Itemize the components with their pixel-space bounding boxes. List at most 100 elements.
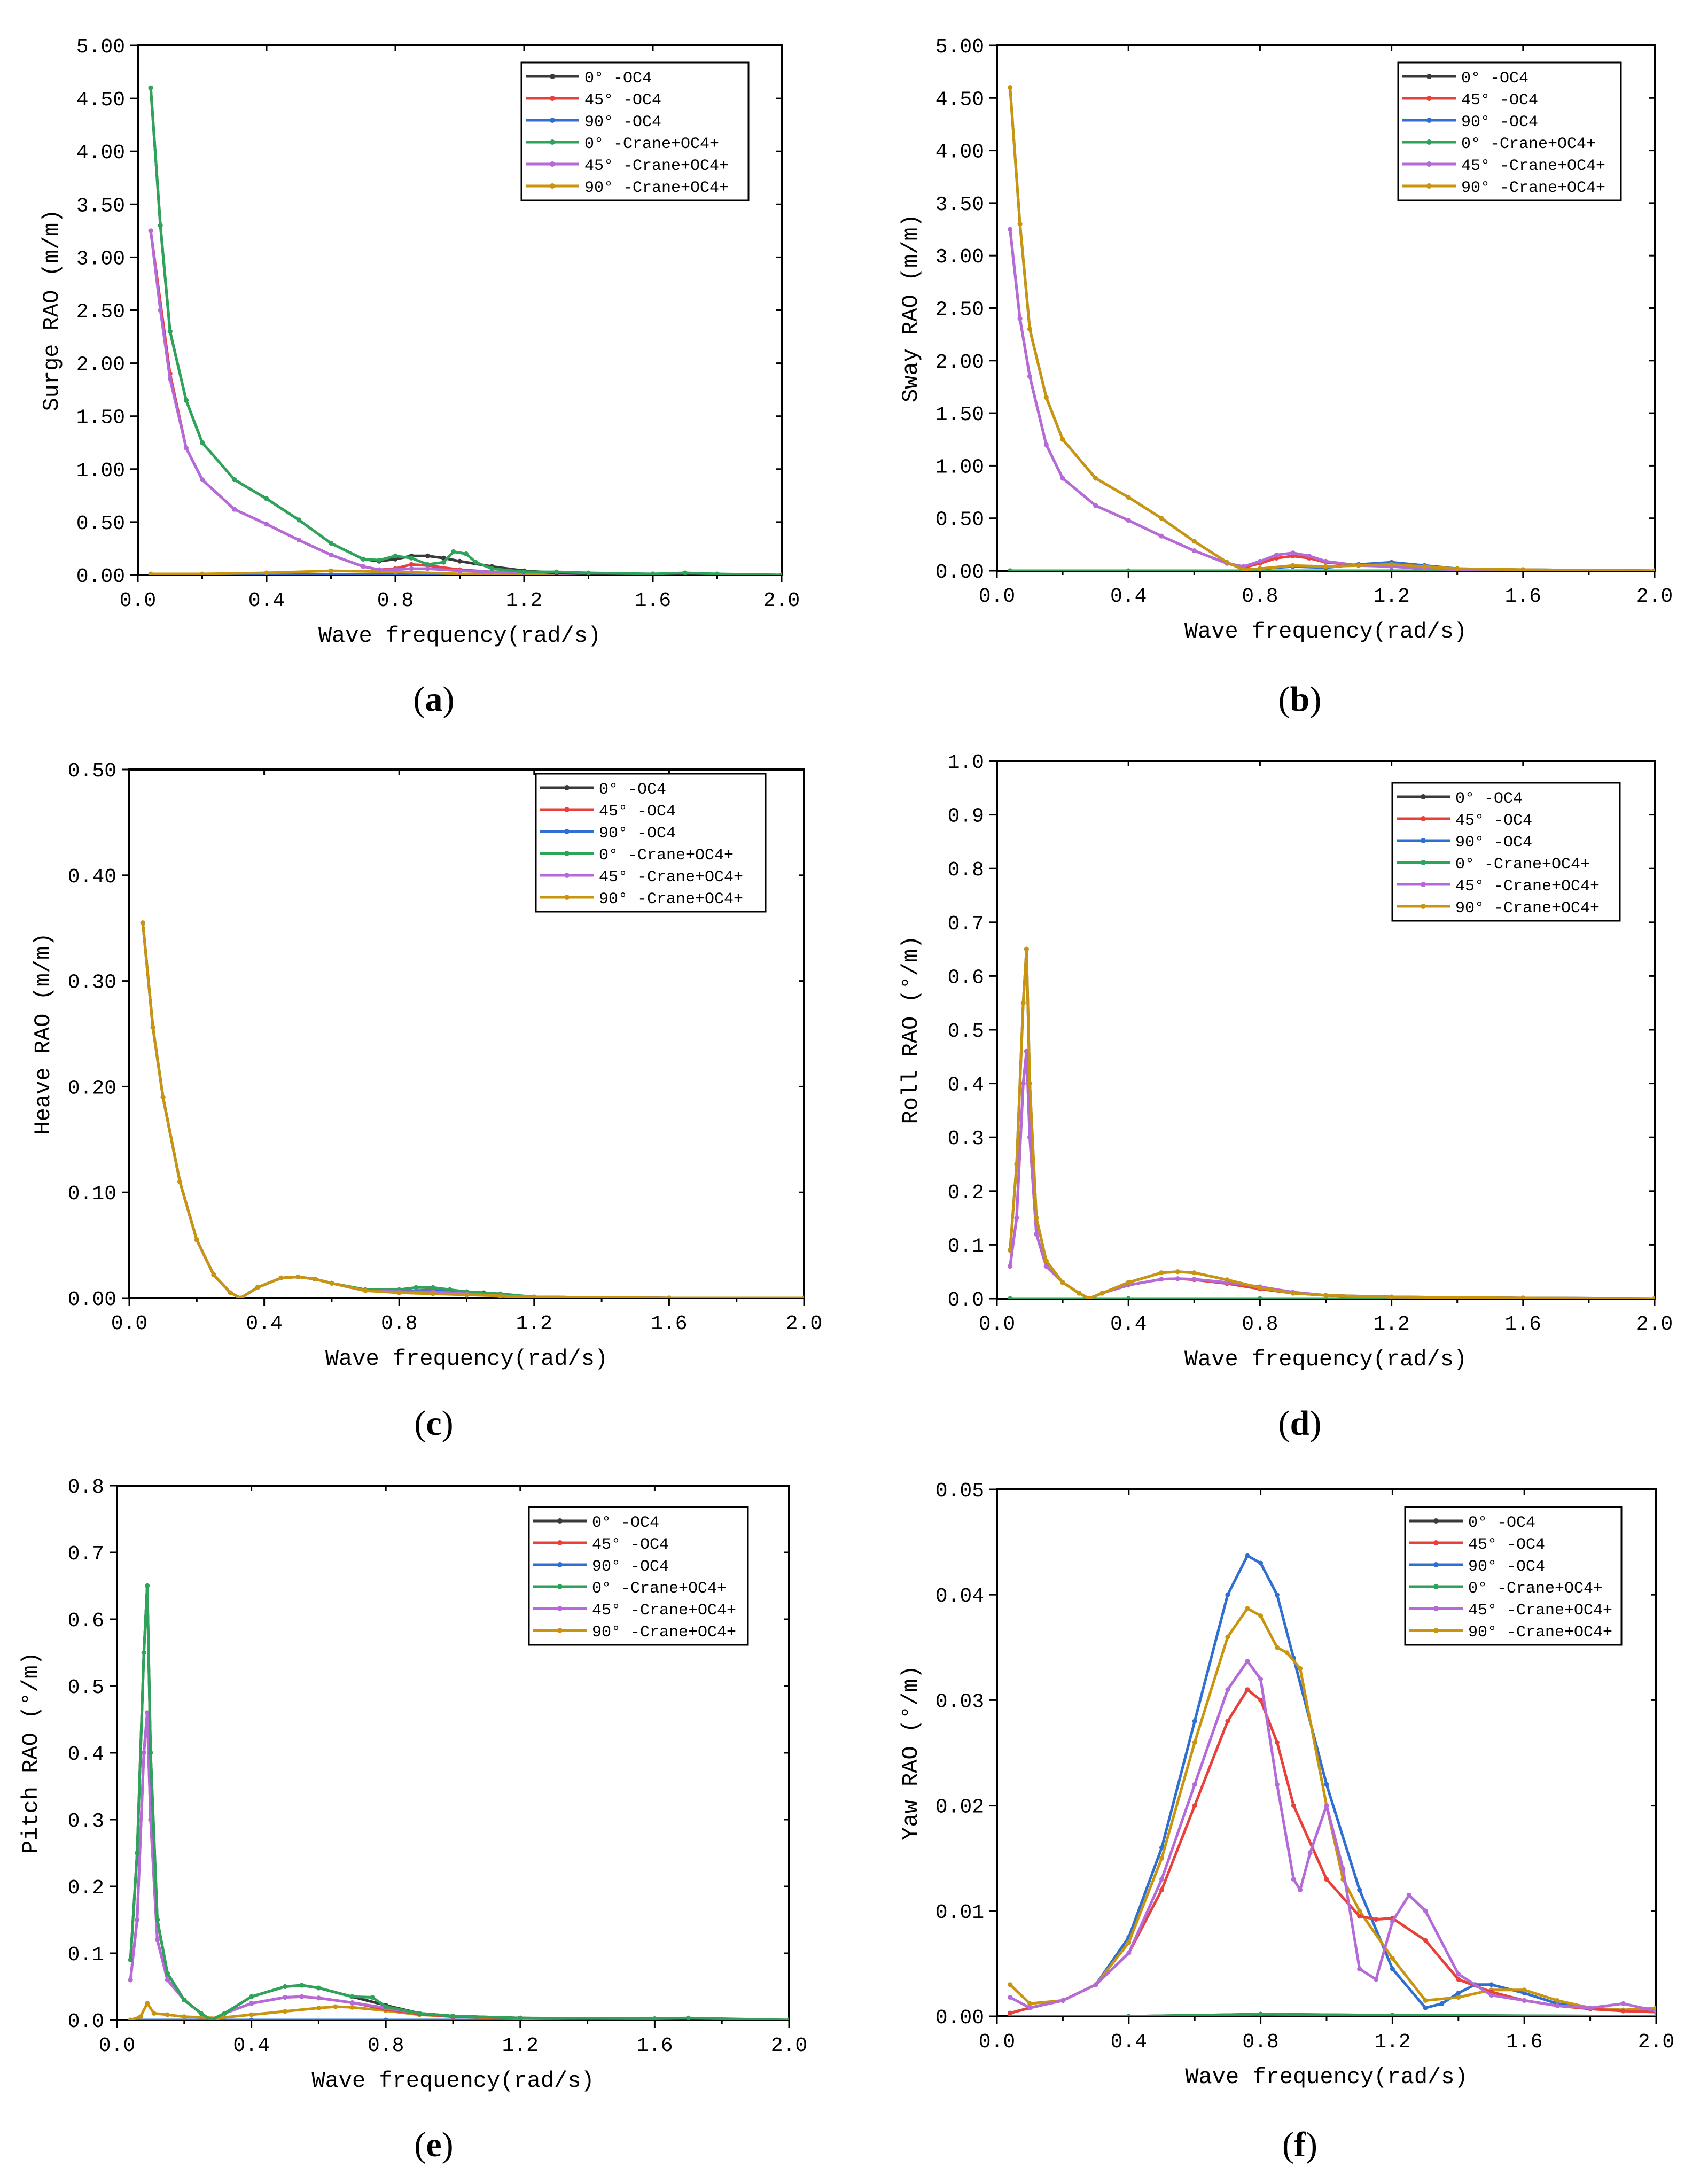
legend-label: 45° -Crane+OC4+ (1468, 1602, 1612, 1620)
data-point (652, 2016, 657, 2020)
y-axis-title: Pitch RAO (°/m) (18, 1652, 44, 1854)
data-point (1126, 1280, 1131, 1285)
legend-label: 0° -Crane+OC4+ (1455, 856, 1590, 874)
legend-marker (1433, 1540, 1439, 1545)
data-point (1093, 476, 1098, 481)
series-line (149, 86, 782, 575)
series-group (148, 85, 782, 575)
data-point (128, 2017, 133, 2020)
data-point (1020, 1000, 1026, 1006)
y-tick-label: 0.20 (68, 1077, 116, 1100)
y-tick-label: 0.7 (68, 1543, 104, 1566)
data-point (377, 557, 382, 563)
legend-marker (550, 74, 555, 79)
x-tick-label: 0.0 (979, 585, 1015, 608)
panel-label: (e) (414, 2125, 453, 2164)
data-point (383, 2004, 388, 2009)
data-point (1126, 1951, 1132, 1956)
data-point (1191, 1270, 1197, 1276)
data-point (264, 570, 269, 575)
legend-label: 90° -OC4 (584, 113, 661, 131)
panel-label-open: ( (414, 1404, 426, 1443)
data-point (430, 1291, 435, 1296)
data-point (228, 1290, 233, 1295)
data-point (1014, 1162, 1019, 1167)
y-tick-label: 0.2 (948, 1182, 984, 1205)
data-point (1027, 1135, 1032, 1140)
data-point (316, 2006, 321, 2010)
data-point (1245, 1606, 1250, 1611)
series-line (1009, 228, 1655, 571)
x-tick-label: 2.0 (1636, 1313, 1673, 1336)
y-tick-label: 0.6 (948, 966, 984, 989)
series-line (1009, 1688, 1656, 2015)
x-axis-title: Wave frequency(rad/s) (1184, 1347, 1467, 1372)
legend-box (520, 61, 750, 201)
panel-label-letter: b (1290, 680, 1310, 719)
data-point (177, 1179, 183, 1184)
data-point (361, 556, 366, 562)
data-point (1439, 2001, 1445, 2006)
data-point (165, 1971, 170, 1976)
data-point (1008, 1296, 1013, 1299)
data-point (1257, 1285, 1262, 1291)
data-point (145, 2001, 150, 2006)
series-line (1009, 947, 1655, 1299)
data-point (1257, 566, 1262, 571)
x-tick-label: 0.0 (111, 1312, 147, 1335)
x-tick-label: 0.8 (368, 2034, 404, 2057)
panel-label-close: ) (1309, 680, 1321, 719)
data-point (1258, 1560, 1264, 1566)
data-point (1225, 560, 1230, 565)
panel-label-open: ( (1278, 1404, 1290, 1443)
data-point (1192, 1782, 1197, 1787)
data-point (1290, 550, 1296, 556)
data-point (1017, 316, 1023, 321)
data-point (521, 569, 527, 574)
legend-marker (557, 1562, 563, 1567)
data-point (1654, 2008, 1656, 2014)
panel-label-letter: a (425, 680, 443, 719)
data-point (1027, 2001, 1033, 2006)
legend-label: 0° -OC4 (584, 69, 652, 88)
x-tick-label: 0.0 (120, 589, 156, 612)
data-point (498, 1293, 503, 1298)
data-point (1291, 1877, 1296, 1882)
y-tick-label: 1.50 (76, 407, 125, 430)
x-tick-label: 2.0 (786, 1312, 822, 1335)
legend-box (1397, 61, 1622, 201)
x-tick-label: 0.8 (1242, 585, 1278, 608)
legend-marker (1426, 74, 1432, 79)
y-tick-label: 0.2 (68, 1877, 104, 1900)
data-point (370, 1995, 375, 2000)
chart-panel-a: 0.0 0.4 0.8 1.2 1.6 2.0 0.00 0.50 1.00 1.50 2.00 2.… (39, 36, 800, 719)
data-point (1060, 476, 1065, 481)
y-axis-title: Heave RAO (m/m) (30, 933, 56, 1135)
legend-label: 90° -OC4 (1455, 834, 1532, 852)
series-line (149, 229, 782, 575)
data-point (1357, 1966, 1362, 1971)
data-point (441, 560, 446, 565)
series-line (129, 1584, 789, 2020)
legend-label: 0° -OC4 (1455, 790, 1523, 808)
y-tick-label: 0.4 (68, 1743, 104, 1766)
data-point (1159, 1277, 1164, 1282)
data-point (409, 566, 414, 571)
data-point (1159, 1877, 1164, 1882)
data-point (1020, 1081, 1026, 1086)
y-tick-label: 0.9 (948, 805, 984, 828)
legend-marker (1421, 904, 1426, 909)
series-line (1009, 86, 1655, 571)
legend-label: 45° -OC4 (1455, 812, 1532, 830)
data-point (255, 1285, 260, 1290)
legend-label: 90° -OC4 (592, 1558, 669, 1576)
series-group (1008, 85, 1655, 571)
data-point (1520, 1295, 1526, 1299)
legend-label: 45° -OC4 (1461, 91, 1538, 110)
legend-label: 0° -OC4 (592, 1514, 659, 1532)
data-point (1008, 85, 1013, 90)
x-tick-label: 1.6 (1506, 2031, 1542, 2054)
panel-label: (f) (1282, 2125, 1317, 2164)
data-point (451, 549, 456, 554)
data-point (1126, 2014, 1132, 2016)
